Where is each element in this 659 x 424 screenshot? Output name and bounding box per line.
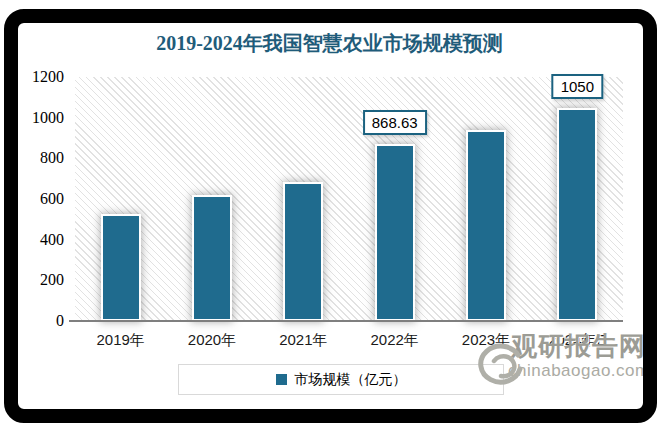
x-axis-label-2021年: 2021年 <box>258 331 348 350</box>
bar-2022年 <box>375 144 415 321</box>
bar-2019年 <box>101 214 141 321</box>
watermark-domain: chinabaogao.com <box>508 361 647 381</box>
y-axis-tick-label: 600 <box>0 189 64 209</box>
bar-2020年 <box>192 195 232 321</box>
plot-area <box>75 77 623 321</box>
x-axis-label-2020年: 2020年 <box>167 331 257 350</box>
data-label-2022年: 868.63 <box>363 110 427 135</box>
y-axis-tick-label: 400 <box>0 230 64 250</box>
legend-swatch-icon <box>276 374 287 385</box>
x-axis-label-2019年: 2019年 <box>76 331 166 350</box>
y-axis-tick-label: 0 <box>0 311 64 331</box>
bar-2021年 <box>283 182 323 321</box>
chart-figure: 2019-2024年我国智慧农业市场规模预测 0 200 400 600 800 1000… <box>0 0 659 424</box>
x-axis-label-2022年: 2022年 <box>350 331 440 350</box>
bar-2024年E <box>557 108 597 322</box>
y-axis-tick-label: 800 <box>0 148 64 168</box>
legend: 市场规模（亿元） <box>178 364 504 395</box>
bar-2023年 <box>466 130 506 321</box>
chart-title: 2019-2024年我国智慧农业市场规模预测 <box>0 30 659 57</box>
y-axis-tick-label: 1200 <box>0 67 64 87</box>
data-label-2024年E: 1050 <box>552 74 603 99</box>
x-axis-label-2023年: 2023年 <box>441 331 531 350</box>
legend-label: 市场规模（亿元） <box>295 371 407 389</box>
x-axis-label-2024年E: 2024年E <box>532 331 622 350</box>
y-axis-tick-label: 1000 <box>0 108 64 128</box>
x-axis-line <box>69 320 623 322</box>
y-axis-tick-label: 200 <box>0 270 64 290</box>
